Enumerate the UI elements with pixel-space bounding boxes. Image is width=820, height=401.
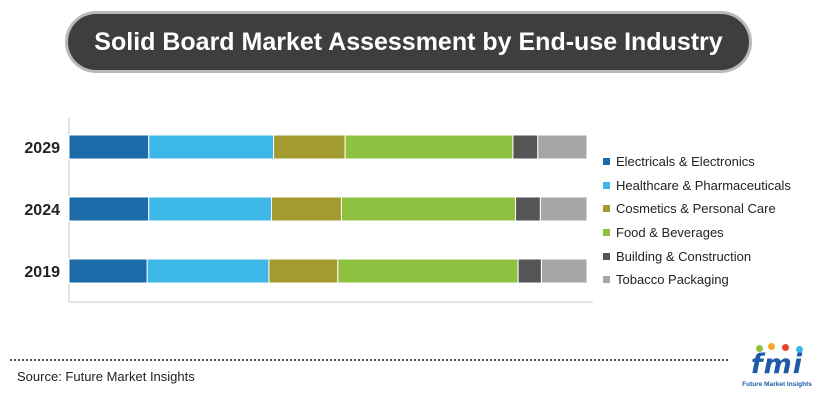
bar-segment-2024-s0	[68, 196, 150, 222]
legend-label: Food & Beverages	[616, 225, 724, 241]
legend-swatch	[603, 205, 610, 213]
bar-segment-2029-s5	[537, 134, 588, 160]
legend-swatch	[603, 158, 610, 166]
bar-segment-2019-s3	[337, 258, 519, 284]
category-label-2029: 2029	[24, 140, 60, 157]
legend-swatch	[603, 252, 610, 260]
legend-item: Food & Beverages	[603, 221, 791, 245]
logo-dot-blue	[796, 346, 803, 353]
legend-item: Tobacco Packaging	[603, 268, 791, 292]
bar-segment-2024-s4	[515, 196, 541, 222]
bar-segment-2019-s0	[68, 258, 148, 284]
legend-swatch	[603, 229, 610, 237]
footer-divider	[10, 359, 728, 361]
bar-segment-2024-s3	[340, 196, 517, 222]
logo-dot-green	[756, 345, 763, 352]
logo-dot-orange	[768, 343, 775, 350]
bar-segment-2029-s3	[344, 134, 514, 160]
bar-segment-2029-s4	[512, 134, 539, 160]
category-label-2019: 2019	[24, 264, 60, 281]
legend-label: Cosmetics & Personal Care	[616, 201, 776, 217]
bar-segment-2019-s2	[268, 258, 339, 284]
legend-label: Healthcare & Pharmaceuticals	[616, 177, 791, 193]
fmi-logo: fmi Future Market Insights	[738, 342, 816, 392]
bar-segment-2024-s2	[271, 196, 342, 222]
logo-dot-red	[782, 344, 789, 351]
bar-segment-2019-s1	[146, 258, 270, 284]
legend-item: Electricals & Electronics	[603, 150, 791, 174]
source-note: Source: Future Market Insights	[17, 369, 195, 384]
legend-item: Building & Construction	[603, 244, 791, 268]
legend-item: Healthcare & Pharmaceuticals	[603, 174, 791, 198]
bar-segment-2024-s5	[539, 196, 588, 222]
legend-swatch	[603, 276, 610, 284]
bar-segment-2024-s1	[148, 196, 273, 222]
legend-label: Building & Construction	[616, 248, 752, 264]
bar-segment-2019-s5	[540, 258, 588, 284]
category-label-2024: 2024	[24, 202, 60, 219]
bar-segment-2029-s2	[273, 134, 346, 160]
legend-label: Tobacco Packaging	[616, 272, 729, 288]
logo-subtext: Future Market Insights	[742, 381, 812, 388]
bar-segment-2029-s0	[68, 134, 150, 160]
legend-item: Cosmetics & Personal Care	[603, 197, 791, 221]
bar-segment-2019-s4	[517, 258, 542, 284]
chart-legend: Electricals & Electronics Healthcare & Ph…	[603, 150, 791, 292]
logo-wordmark: fmi	[750, 349, 804, 380]
chart-title: Solid Board Market Assessment by End-use…	[68, 14, 749, 70]
legend-label: Electricals & Electronics	[616, 154, 755, 170]
bar-segment-2029-s1	[148, 134, 275, 160]
legend-swatch	[603, 181, 610, 189]
